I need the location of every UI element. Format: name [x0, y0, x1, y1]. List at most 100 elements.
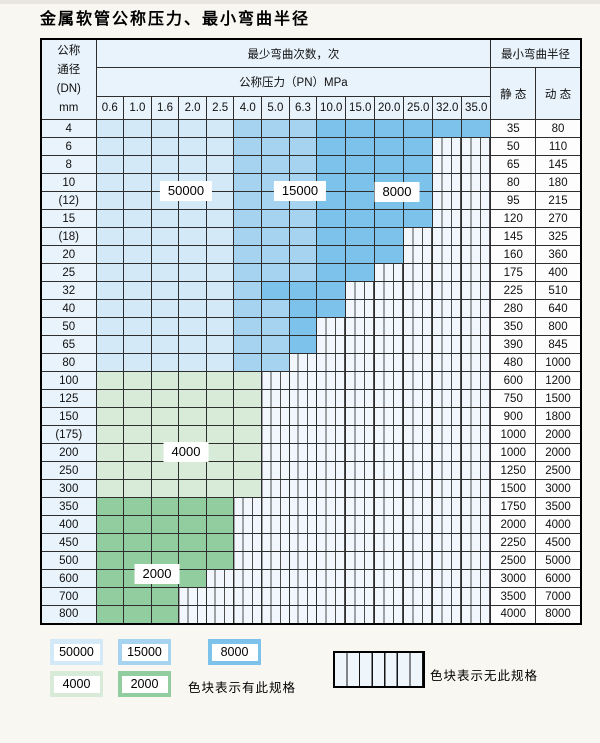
spec-cell	[403, 461, 434, 480]
spec-cell	[461, 191, 492, 210]
spec-cell	[461, 515, 492, 534]
spec-cell	[150, 263, 180, 282]
spec-cell	[233, 533, 263, 552]
spec-cell	[316, 443, 347, 462]
legend-block-8000: 8000	[208, 639, 261, 665]
legend-has-spec-text: 色块表示有此规格	[188, 681, 297, 695]
spec-cell	[123, 155, 152, 174]
spec-cell	[316, 281, 347, 300]
spec-cell	[432, 443, 463, 462]
spec-cell	[150, 479, 180, 498]
spec-cell	[345, 191, 376, 210]
spec-cell	[403, 263, 434, 282]
spec-cell	[205, 605, 235, 624]
spec-cell	[288, 353, 318, 372]
dynamic-value-cell: 2000	[535, 443, 582, 462]
spec-cell	[288, 227, 318, 246]
spec-cell	[205, 227, 235, 246]
spec-cell	[233, 281, 263, 300]
spec-cell	[403, 281, 434, 300]
spec-cell	[374, 425, 405, 444]
spec-cell	[261, 137, 290, 156]
spec-cell	[432, 209, 463, 228]
dynamic-value-cell: 4000	[535, 515, 582, 534]
spec-cell	[233, 173, 263, 192]
spec-cell	[345, 137, 376, 156]
spec-cell	[432, 263, 463, 282]
spec-cell	[461, 461, 492, 480]
pn-column-header: 15.0	[345, 96, 376, 120]
spec-cell	[374, 299, 405, 318]
spec-cell	[374, 263, 405, 282]
spec-cell	[345, 587, 376, 606]
table-row: 500 2500 5000	[40, 551, 582, 570]
spec-cell	[95, 263, 125, 282]
legend-block-label: 2000	[121, 675, 168, 693]
table-row: 20 160 360	[40, 245, 582, 264]
spec-cell	[288, 137, 318, 156]
spec-cell	[403, 317, 434, 336]
pn-column-header: 2.5	[205, 96, 235, 120]
static-value-cell: 95	[490, 191, 537, 210]
spec-cell	[150, 371, 180, 390]
spec-cell	[374, 245, 405, 264]
spec-cell	[123, 515, 152, 534]
spec-cell	[403, 605, 434, 624]
spec-cell	[261, 245, 290, 264]
spec-cell	[288, 119, 318, 138]
spec-cell	[345, 209, 376, 228]
pn-column-header: 20.0	[374, 96, 405, 120]
spec-cell	[150, 407, 180, 426]
region-label-50000: 50000	[159, 181, 213, 201]
spec-cell	[123, 245, 152, 264]
spec-cell	[432, 155, 463, 174]
spec-cell	[150, 245, 180, 264]
table-row: 40 280 640	[40, 299, 582, 318]
spec-cell	[150, 119, 180, 138]
dn-cell: 450	[40, 533, 97, 552]
spec-cell	[288, 245, 318, 264]
static-value-cell: 4000	[490, 605, 537, 624]
static-value-cell: 160	[490, 245, 537, 264]
spec-cell	[345, 371, 376, 390]
spec-cell	[316, 497, 347, 516]
spec-cell	[233, 137, 263, 156]
dn-cell: 65	[40, 335, 97, 354]
spec-cell	[288, 155, 318, 174]
header-pressure: 公称压力（PN）MPa	[95, 67, 492, 97]
spec-cell	[261, 155, 290, 174]
spec-cell	[205, 353, 235, 372]
table-row: 6 50 110	[40, 137, 582, 156]
pn-column-header: 6.3	[288, 96, 318, 120]
spec-cell	[374, 119, 405, 138]
dn-cell: 500	[40, 551, 97, 570]
dn-cell: 400	[40, 515, 97, 534]
dynamic-value-cell: 4500	[535, 533, 582, 552]
pn-column-header: 0.6	[95, 96, 125, 120]
spec-cell	[178, 335, 207, 354]
spec-cell	[461, 263, 492, 282]
spec-cell	[461, 497, 492, 516]
dn-cell: (18)	[40, 227, 97, 246]
spec-table: 公称 通径 (DN) mm 最少弯曲次数，次 最小弯曲半径 公称压力（PN）MPa 静 态动 …	[40, 38, 582, 625]
spec-cell	[150, 533, 180, 552]
spec-cell	[461, 299, 492, 318]
dynamic-value-cell: 3000	[535, 479, 582, 498]
legend-block-label: 15000	[121, 643, 168, 661]
spec-cell	[403, 227, 434, 246]
dn-cell: (175)	[40, 425, 97, 444]
table-row: 32 225 510	[40, 281, 582, 300]
table-row: 400 2000 4000	[40, 515, 582, 534]
dynamic-value-cell: 2000	[535, 425, 582, 444]
spec-cell	[316, 605, 347, 624]
static-value-cell: 2500	[490, 551, 537, 570]
region-label-2000: 2000	[134, 564, 180, 584]
spec-cell	[95, 137, 125, 156]
spec-cell	[233, 317, 263, 336]
spec-cell	[345, 425, 376, 444]
spec-cell	[205, 389, 235, 408]
table-row: 250 1250 2500	[40, 461, 582, 480]
spec-cell	[403, 479, 434, 498]
static-value-cell: 145	[490, 227, 537, 246]
